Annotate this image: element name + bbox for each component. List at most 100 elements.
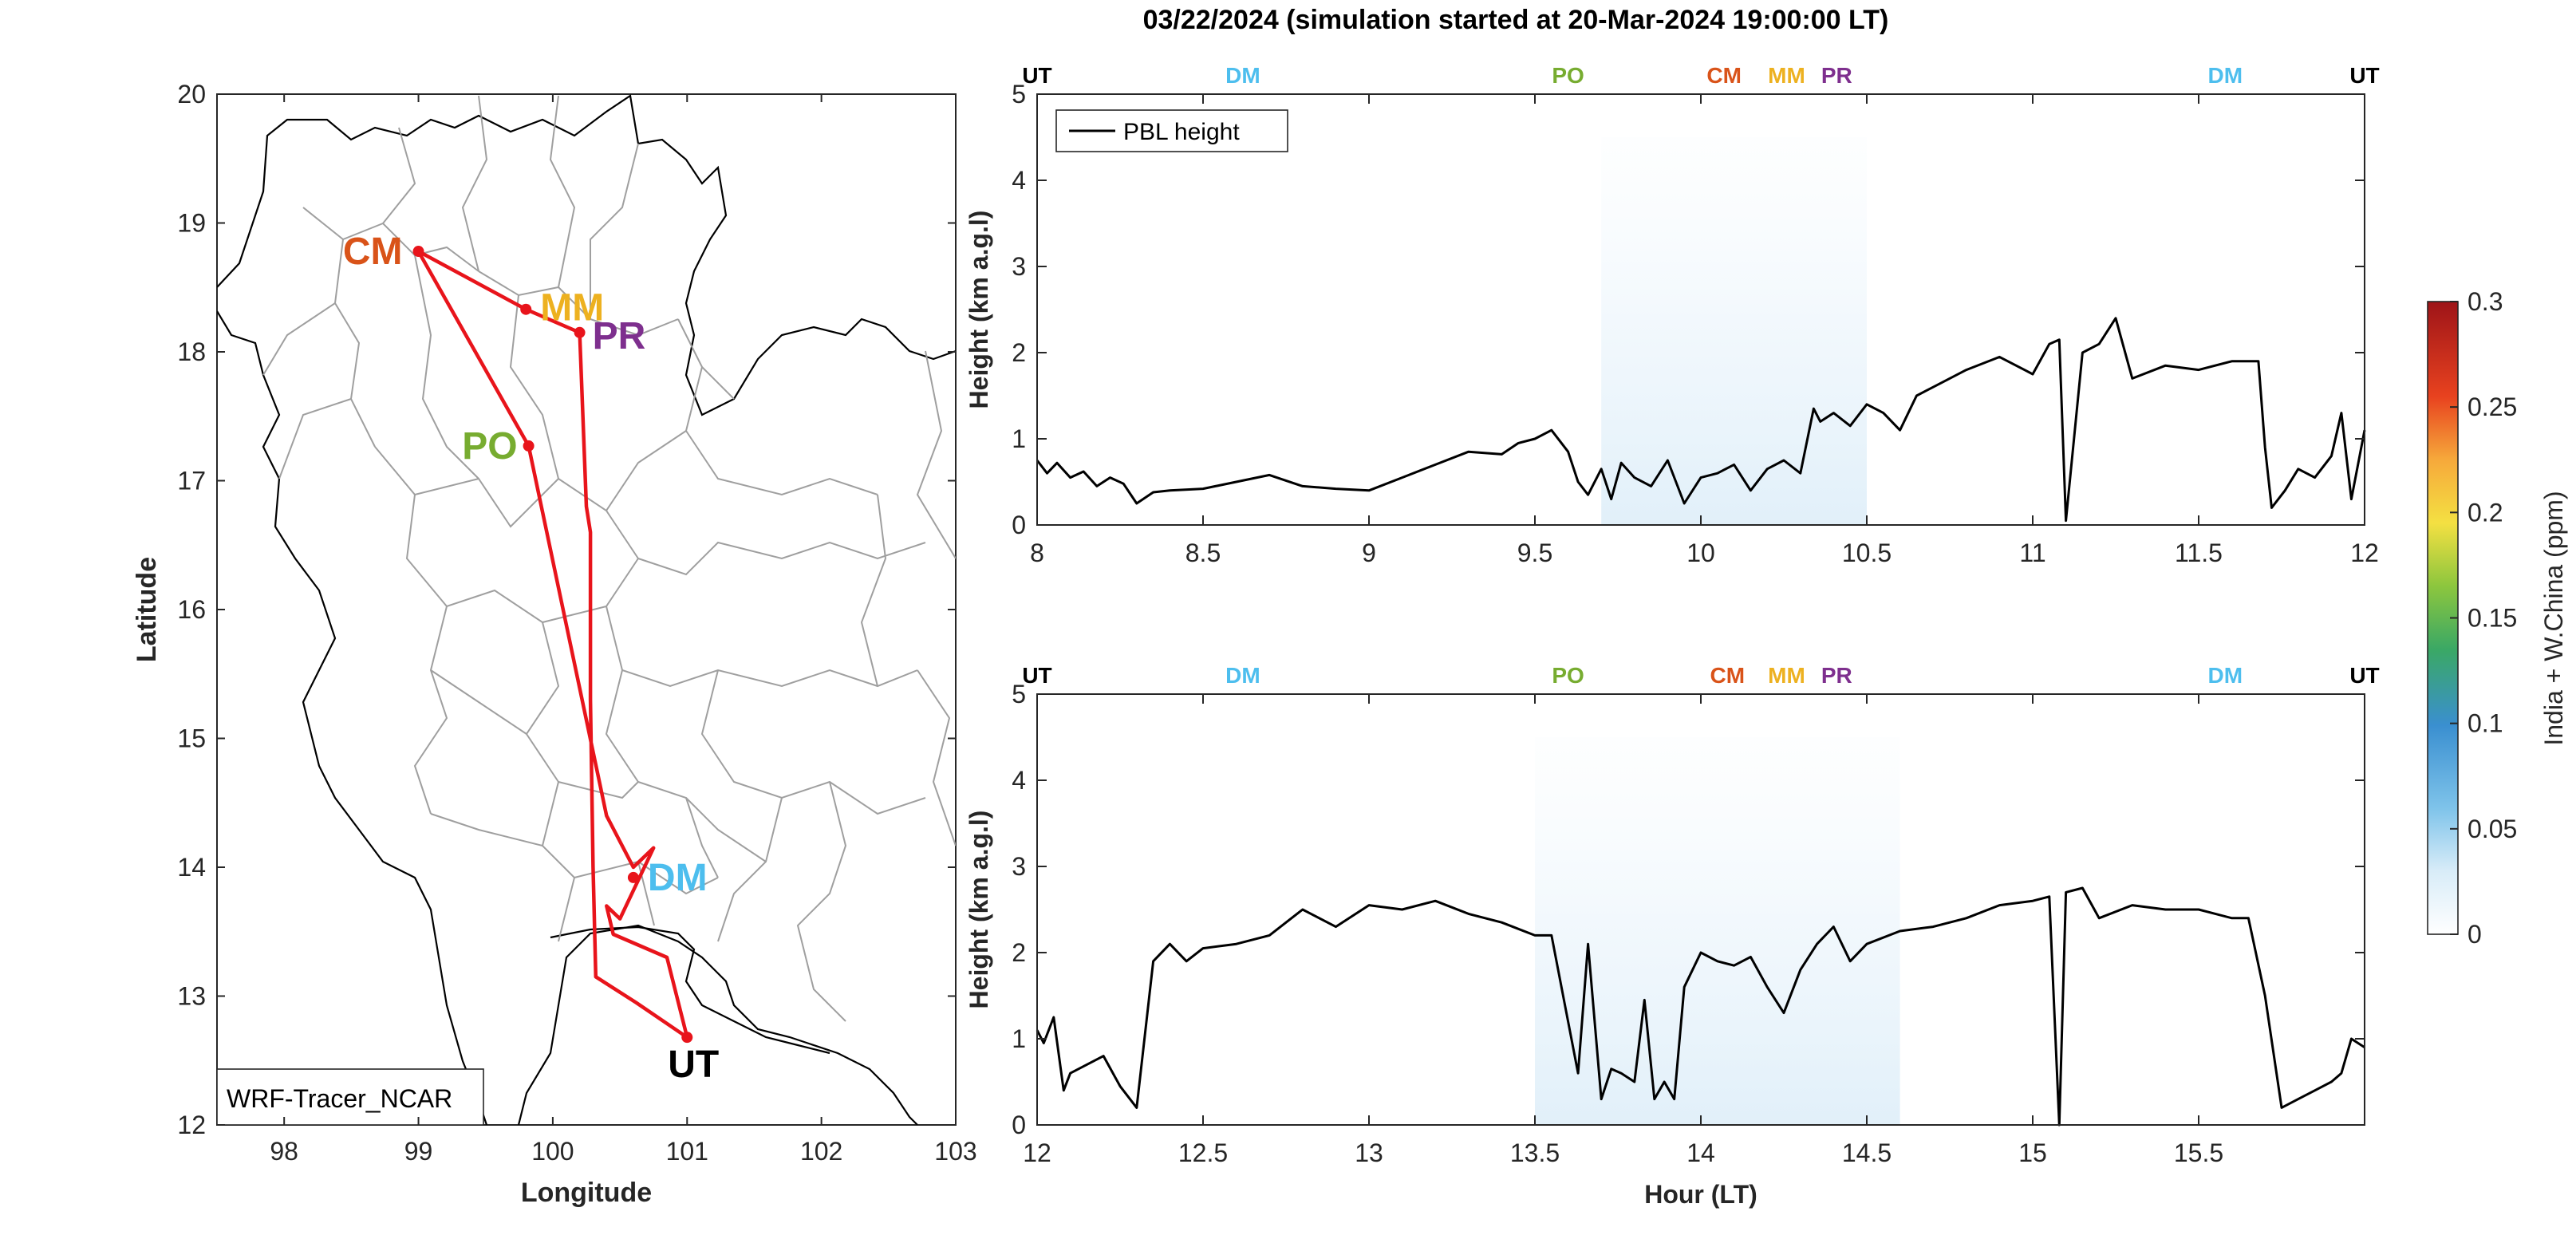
ylabel: Height (km a.g.l) <box>965 211 993 409</box>
site-marker-dm <box>627 871 639 883</box>
ytick-label: 2 <box>1012 338 1026 367</box>
site-mark-mm: MM <box>1768 63 1805 88</box>
site-marker-po <box>523 440 535 452</box>
map-legend-text: WRF-Tracer_NCAR <box>227 1084 452 1113</box>
tracer-shading <box>1601 137 1867 525</box>
map-xtick-label: 102 <box>800 1137 842 1166</box>
pbl-height-line <box>1036 886 2365 1127</box>
map-xlabel: Longitude <box>521 1178 652 1208</box>
site-mark-mm: MM <box>1768 663 1805 688</box>
ytick-label: 3 <box>1012 252 1026 281</box>
ytick-label: 0 <box>1012 511 1026 539</box>
xlabel: Hour (LT) <box>1644 1180 1757 1209</box>
xtick-label: 15 <box>2018 1138 2047 1167</box>
site-mark-cm: CM <box>1706 63 1742 88</box>
site-mark-dm: DM <box>1225 63 1260 88</box>
map-xtick-label: 100 <box>531 1137 574 1166</box>
xtick-label: 12.5 <box>1178 1138 1228 1167</box>
xtick-label: 9 <box>1362 539 1376 567</box>
map-ytick-label: 16 <box>177 595 206 624</box>
site-label-mm: MM <box>540 287 604 330</box>
ytick-label: 5 <box>1012 680 1026 708</box>
xtick-label: 10 <box>1686 539 1715 567</box>
xtick-label: 15.5 <box>2174 1138 2223 1167</box>
tracer-shading <box>1535 737 1900 1125</box>
site-marker-mm <box>520 303 532 315</box>
site-mark-pr: PR <box>1821 663 1852 688</box>
site-mark-ut: UT <box>2349 663 2379 688</box>
site-mark-ut: UT <box>2349 63 2379 88</box>
legend-label: PBL height <box>1123 119 1240 145</box>
ytick-label: 0 <box>1012 1111 1026 1139</box>
site-marker-pr <box>574 326 586 338</box>
colorbar-tick-label: 0.1 <box>2468 709 2503 738</box>
map-xtick-label: 98 <box>270 1137 298 1166</box>
xtick-label: 14.5 <box>1842 1138 1892 1167</box>
map-xtick-label: 101 <box>666 1137 708 1166</box>
map-xtick-label: 99 <box>404 1137 433 1166</box>
colorbar-tick-label: 0.3 <box>2468 287 2503 316</box>
site-mark-ut: UT <box>1022 63 1051 88</box>
colorbar-tick-label: 0.15 <box>2468 604 2517 633</box>
colorbar-tick-label: 0.25 <box>2468 393 2517 421</box>
country-border <box>217 94 956 1125</box>
map-ytick-label: 13 <box>177 982 206 1011</box>
province-boundaries <box>262 95 956 1022</box>
site-mark-po: PO <box>1552 663 1584 688</box>
colorbar-tick-label: 0 <box>2468 920 2482 949</box>
xtick-label: 11.5 <box>2175 539 2223 567</box>
gulf-coast <box>550 925 830 1055</box>
pbl-height-line <box>1036 317 2366 523</box>
site-marker-ut <box>681 1032 693 1044</box>
site-mark-po: PO <box>1552 63 1584 88</box>
site-label-cm: CM <box>343 231 403 273</box>
ytick-label: 4 <box>1012 166 1026 195</box>
ytick-label: 1 <box>1012 424 1026 453</box>
xtick-label: 8 <box>1030 539 1044 567</box>
xtick-label: 10.5 <box>1842 539 1892 567</box>
map-ytick-label: 20 <box>177 80 206 109</box>
colorbar-tick-label: 0.2 <box>2468 498 2503 527</box>
xtick-label: 8.5 <box>1185 539 1221 567</box>
map-ytick-label: 15 <box>177 724 206 753</box>
colorbar-tick-label: 0.05 <box>2468 815 2517 843</box>
map-ytick-label: 17 <box>177 467 206 495</box>
site-mark-dm: DM <box>1225 663 1260 688</box>
map-ylabel: Latitude <box>132 557 162 662</box>
site-mark-cm: CM <box>1710 663 1746 688</box>
xtick-label: 11 <box>2019 539 2045 567</box>
ytick-label: 2 <box>1012 938 1026 967</box>
site-marker-cm <box>412 246 424 258</box>
figure-title: 03/22/2024 (simulation started at 20-Mar… <box>1143 5 1889 35</box>
map-axes-box <box>216 93 957 1126</box>
site-label-dm: DM <box>648 857 708 899</box>
site-label-po: PO <box>462 425 517 468</box>
ylabel: Height (km a.g.l) <box>965 811 993 1009</box>
ytick-label: 1 <box>1012 1024 1026 1053</box>
site-mark-dm: DM <box>2208 63 2243 88</box>
xtick-label: 14 <box>1686 1138 1715 1167</box>
map-ytick-label: 19 <box>177 209 206 238</box>
xtick-label: 12 <box>2350 539 2379 567</box>
xtick-label: 9.5 <box>1517 539 1552 567</box>
site-mark-ut: UT <box>1022 663 1051 688</box>
map-ytick-label: 14 <box>177 853 206 882</box>
site-label-ut: UT <box>668 1044 719 1086</box>
map-xtick-label: 103 <box>934 1137 976 1166</box>
xtick-label: 13 <box>1355 1138 1383 1167</box>
colorbar: 0 0.05 0.1 0.15 0.2 0.25 0.3 India + W.China (… <box>2427 287 2568 949</box>
xtick-label: 12 <box>1023 1138 1051 1167</box>
ytick-label: 3 <box>1012 852 1026 881</box>
colorbar-label: India + W.China (ppm) <box>2539 491 2568 745</box>
site-mark-dm: DM <box>2208 663 2243 688</box>
map-ytick-label: 18 <box>177 337 206 366</box>
ytick-label: 5 <box>1012 80 1026 109</box>
ytick-label: 4 <box>1012 766 1026 795</box>
site-label-pr: PR <box>593 315 646 357</box>
map-ytick-label: 12 <box>177 1111 206 1139</box>
